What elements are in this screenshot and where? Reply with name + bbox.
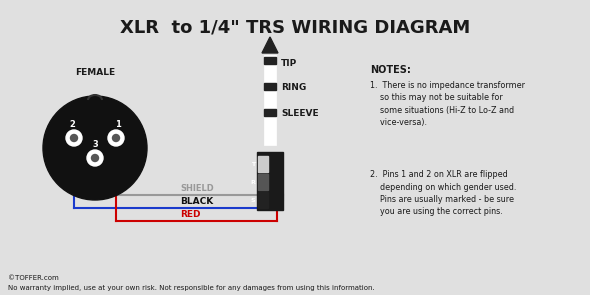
Text: TIP: TIP <box>281 58 297 68</box>
Bar <box>264 83 276 90</box>
Text: 2.  Pins 1 and 2 on XLR are flipped
    depending on which gender used.
    Pins: 2. Pins 1 and 2 on XLR are flipped depen… <box>370 170 516 217</box>
Bar <box>264 55 276 145</box>
Circle shape <box>87 150 103 166</box>
Bar <box>258 174 268 190</box>
Text: 2: 2 <box>69 120 75 129</box>
Text: 1.  There is no impedance transformer
    so this may not be suitable for
    so: 1. There is no impedance transformer so … <box>370 81 525 127</box>
Text: 1: 1 <box>115 120 121 129</box>
Text: S: S <box>250 197 255 202</box>
Text: BLACK: BLACK <box>180 197 213 206</box>
Circle shape <box>66 130 82 146</box>
Text: R: R <box>250 179 255 184</box>
Bar <box>264 57 276 64</box>
Bar <box>258 156 268 172</box>
Circle shape <box>108 130 124 146</box>
Text: No warranty implied, use at your own risk. Not responsible for any damages from : No warranty implied, use at your own ris… <box>8 285 375 291</box>
Text: RED: RED <box>180 210 201 219</box>
Text: SHIELD: SHIELD <box>180 184 214 193</box>
Text: XLR  to 1/4" TRS WIRING DIAGRAM: XLR to 1/4" TRS WIRING DIAGRAM <box>120 18 470 36</box>
Text: RING: RING <box>281 83 306 93</box>
Bar <box>257 152 283 210</box>
Text: T: T <box>251 161 255 166</box>
Text: ©TOFFER.com: ©TOFFER.com <box>8 275 59 281</box>
Text: SLEEVE: SLEEVE <box>281 109 319 117</box>
Bar <box>258 192 268 208</box>
Text: NOTES:: NOTES: <box>370 65 411 75</box>
Polygon shape <box>262 37 278 53</box>
Bar <box>264 109 276 116</box>
Circle shape <box>70 135 77 142</box>
Text: FEMALE: FEMALE <box>75 68 115 77</box>
Text: 3: 3 <box>92 140 98 149</box>
Circle shape <box>43 96 147 200</box>
Circle shape <box>91 155 99 161</box>
Circle shape <box>113 135 120 142</box>
